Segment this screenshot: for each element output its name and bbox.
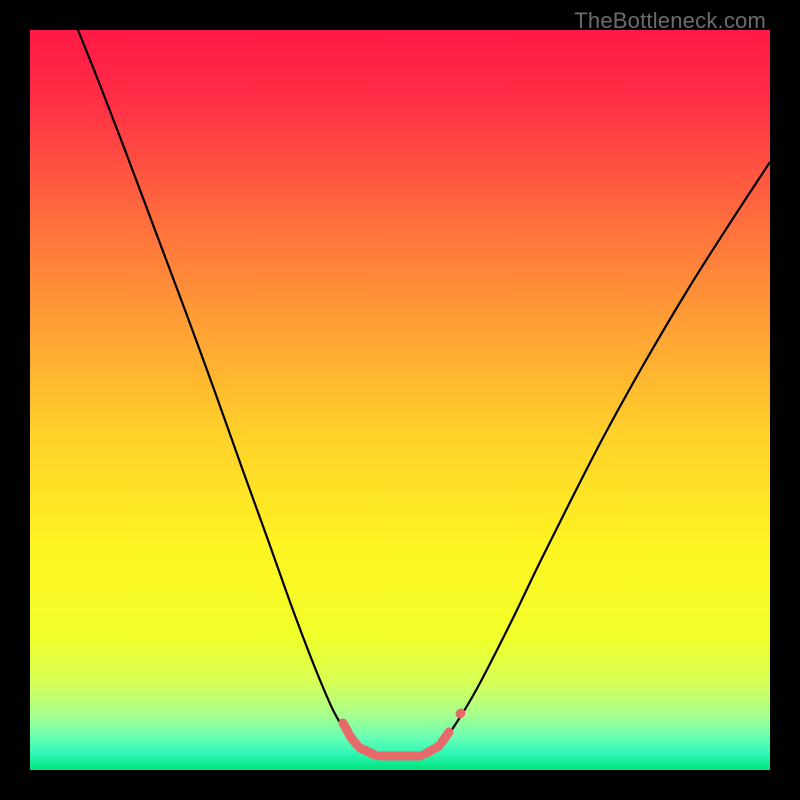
valley-markers [343,713,461,756]
valley-marker-segment [425,746,439,754]
valley-marker-segment [350,736,357,745]
curve-overlay [30,30,770,770]
plot-area [30,30,770,770]
valley-marker-segment [460,713,461,714]
valley-marker-segment [442,732,449,742]
bottleneck-curve [78,30,770,756]
watermark-text: TheBottleneck.com [574,8,766,34]
valley-marker-segment [360,748,375,755]
